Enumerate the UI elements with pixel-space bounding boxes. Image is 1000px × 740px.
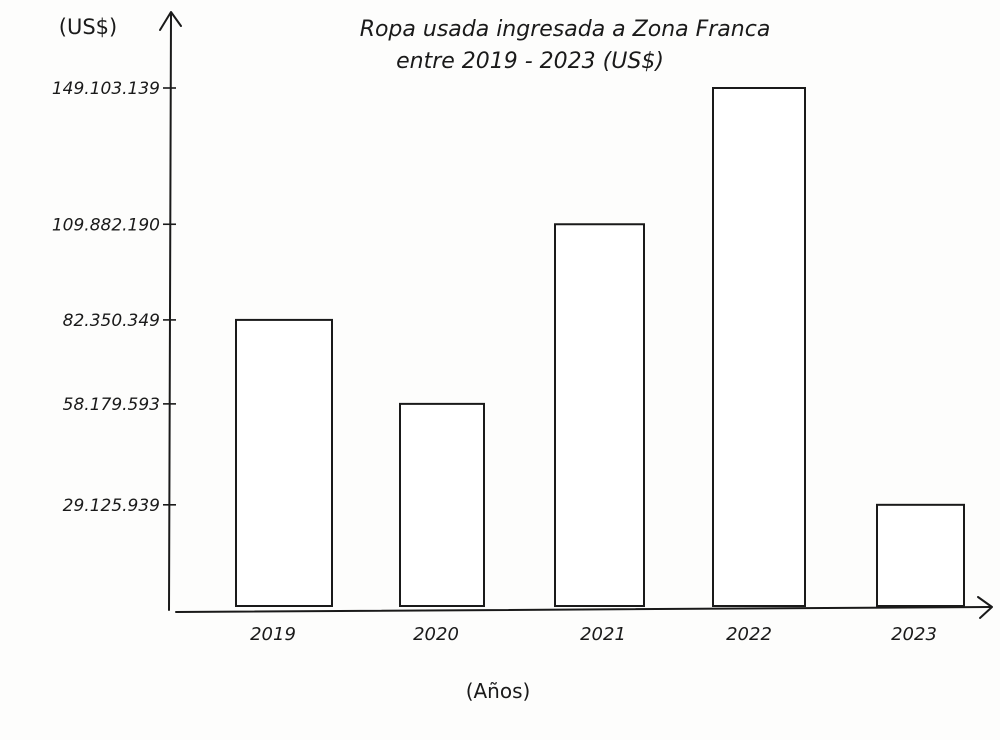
x-axis xyxy=(175,606,991,613)
chart-subtitle: entre 2019 - 2023 (US$) xyxy=(396,49,664,74)
y-axis-label: (US$) xyxy=(59,15,117,39)
y-axis-arrow xyxy=(159,11,182,31)
y-tick-label: 109.882.190 xyxy=(52,215,160,235)
chart-title: Ropa usada ingresada a Zona Franca xyxy=(360,17,771,42)
y-tick-label: 82.350.349 xyxy=(63,311,160,331)
x-tick-label-2019: 2019 xyxy=(250,624,296,645)
bar-2023 xyxy=(876,503,965,607)
y-tick-label: 149.103.139 xyxy=(52,79,160,99)
y-tick-label: 29.125.939 xyxy=(63,496,160,516)
x-axis-label: (Años) xyxy=(466,679,531,703)
x-tick-label-2020: 2020 xyxy=(413,624,459,645)
x-axis-arrow xyxy=(977,596,993,619)
y-tick-label: 58.179.593 xyxy=(63,395,160,415)
bar-2020 xyxy=(399,402,485,607)
x-tick-label-2021: 2021 xyxy=(580,624,626,645)
x-tick-label-2022: 2022 xyxy=(726,624,772,645)
x-tick-label-2023: 2023 xyxy=(891,624,937,645)
bar-2019 xyxy=(235,318,333,607)
bar-2021 xyxy=(554,223,645,608)
y-axis xyxy=(168,13,172,611)
bar-2022 xyxy=(712,87,806,607)
